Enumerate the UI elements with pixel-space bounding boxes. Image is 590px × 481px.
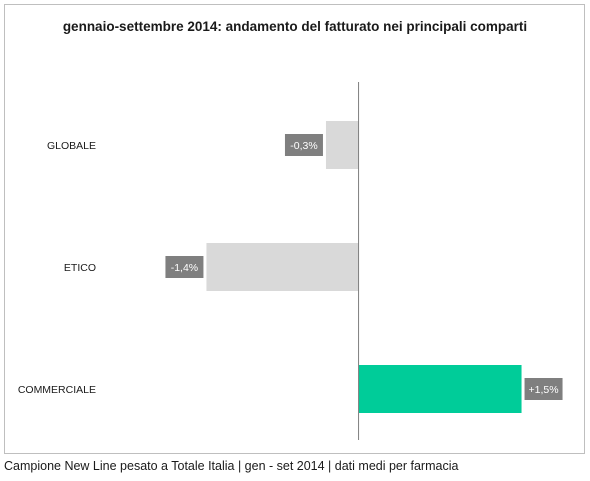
data-label-box-commerciale — [524, 378, 563, 400]
bar-commerciale — [358, 365, 522, 413]
chart-caption: Campione New Line pesato a Totale Italia… — [4, 459, 459, 473]
data-label-globale: -0,3% — [290, 140, 317, 152]
data-label-box-globale — [284, 134, 323, 156]
bar-globale — [325, 121, 359, 169]
category-label-etico: ETICO — [64, 262, 96, 274]
category-label-globale: GLOBALE — [47, 140, 96, 152]
bar-chart-plot: GLOBALE -0,3% ETICO -1,4% COMMERCIALE +1,5% — [18, 82, 563, 440]
bar-etico — [206, 243, 359, 291]
data-label-box-etico — [165, 256, 204, 278]
chart-title: gennaio-settembre 2014: andamento del fa… — [62, 19, 528, 34]
data-label-commerciale: +1,5% — [528, 384, 558, 396]
category-label-commerciale: COMMERCIALE — [18, 384, 96, 396]
data-label-etico: -1,4% — [171, 262, 198, 274]
chart-frame: gennaio-settembre 2014: andamento del fa… — [4, 4, 585, 454]
